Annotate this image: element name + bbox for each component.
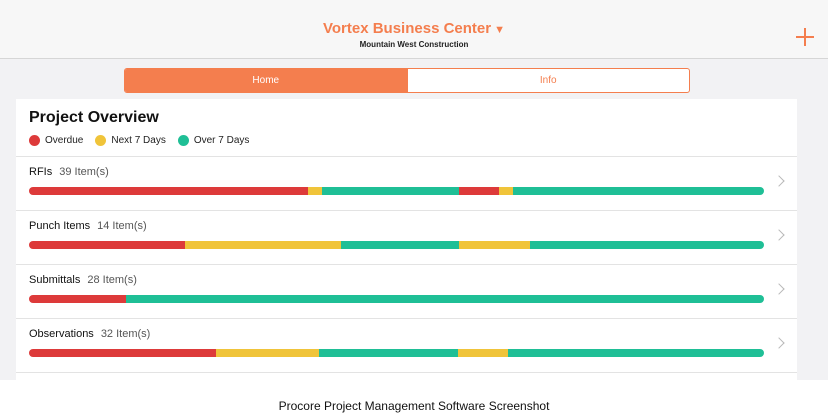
legend-label: Over 7 Days — [193, 135, 250, 146]
bar-segment-over7 — [321, 187, 459, 195]
bar-segment-overdue — [29, 241, 185, 249]
bar-segment-over7 — [126, 295, 764, 303]
row-count: 14 Item(s) — [97, 220, 147, 232]
overdue-dot-icon — [29, 135, 40, 146]
status-bar — [29, 295, 764, 303]
tab-info[interactable]: Info — [406, 69, 690, 92]
next-7-days-dot-icon — [95, 135, 107, 146]
legend-over-7-days: Over 7 Days — [177, 135, 250, 146]
chevron-right-icon — [773, 283, 785, 295]
row-rfis[interactable]: RFIs 39 Item(s) — [16, 156, 797, 211]
row-label: RFIs 39 Item(s) — [29, 166, 109, 178]
row-count: 28 Item(s) — [87, 274, 137, 286]
row-label: Punch Items 14 Item(s) — [29, 220, 147, 232]
legend-overdue: Overdue — [29, 135, 83, 146]
project-overview-card: Project Overview Overdue Next 7 Days Ove… — [16, 99, 797, 380]
row-count: 39 Item(s) — [59, 166, 109, 178]
company-name: Mountain West Construction — [359, 40, 469, 49]
row-name: Punch Items — [29, 220, 91, 232]
chevron-right-icon — [773, 337, 785, 349]
legend: Overdue Next 7 Days Over 7 Days — [29, 135, 261, 146]
chevron-right-icon — [773, 175, 785, 187]
chevron-right-icon — [773, 229, 785, 241]
legend-next-7-days: Next 7 Days — [95, 135, 166, 146]
bar-segment-over7 — [508, 349, 764, 357]
bar-segment-over7 — [512, 187, 764, 195]
row-label: Submittals 28 Item(s) — [29, 274, 137, 286]
bar-segment-over7 — [340, 241, 459, 249]
bar-segment-next7 — [308, 187, 322, 195]
bar-segment-next7 — [216, 349, 319, 357]
status-bar — [29, 349, 764, 357]
caret-down-icon: ▼ — [494, 24, 505, 36]
caption: Procore Project Management Software Scre… — [278, 399, 550, 413]
app-frame: Vortex Business Center ▼ Mountain West Co… — [0, 0, 828, 380]
over-7-days-dot-icon — [177, 135, 189, 146]
legend-label: Next 7 Days — [111, 135, 166, 146]
bar-segment-overdue — [29, 349, 217, 357]
row-name: Observations — [29, 328, 94, 340]
status-bar — [29, 187, 764, 195]
bar-segment-overdue — [29, 187, 309, 195]
plus-icon[interactable] — [796, 28, 814, 46]
bar-segment-overdue — [29, 295, 127, 303]
bar-segment-over7 — [318, 349, 459, 357]
row-punch-items[interactable]: Punch Items 14 Item(s) — [16, 210, 797, 265]
bar-segment-next7 — [184, 241, 341, 249]
row-submittals[interactable]: Submittals 28 Item(s) — [16, 264, 797, 319]
legend-label: Overdue — [45, 135, 84, 146]
status-bar — [29, 241, 764, 249]
bar-segment-over7 — [530, 241, 764, 249]
top-bar: Vortex Business Center ▼ Mountain West Co… — [0, 0, 828, 59]
tab-home[interactable]: Home — [125, 69, 407, 92]
row-name: RFIs — [29, 166, 53, 178]
section-title: Project Overview — [29, 109, 159, 126]
bar-segment-next7 — [458, 349, 509, 357]
bar-segment-next7 — [499, 187, 513, 195]
row-next-partial — [16, 372, 797, 380]
bar-segment-next7 — [458, 241, 531, 249]
row-count: 32 Item(s) — [100, 328, 151, 340]
project-selector[interactable]: Vortex Business Center ▼ — [0, 20, 828, 37]
row-name: Submittals — [29, 274, 81, 286]
segmented-control: Home Info — [124, 68, 690, 93]
bar-segment-overdue — [458, 187, 500, 195]
row-label: Observations 32 Item(s) — [29, 328, 150, 340]
project-name: Vortex Business Center — [322, 20, 492, 37]
row-observations[interactable]: Observations 32 Item(s) — [16, 318, 797, 373]
